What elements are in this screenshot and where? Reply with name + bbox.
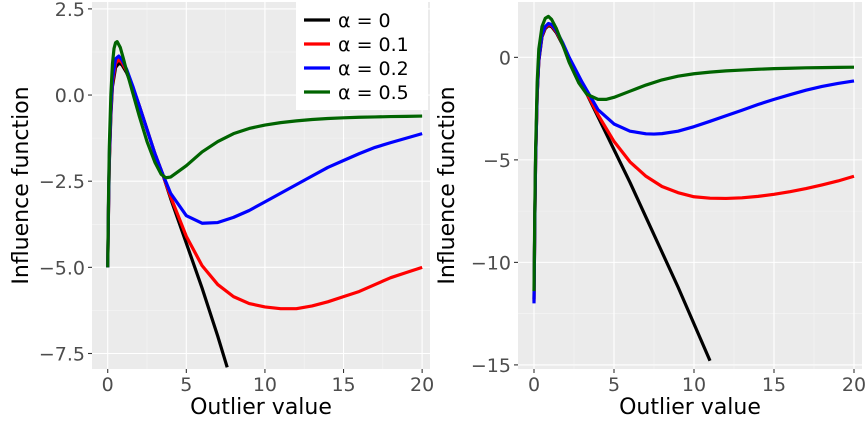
y-tick-label: 0.0 <box>55 85 85 107</box>
y-tick-label: −10 <box>471 252 511 274</box>
x-tick-label: 15 <box>762 374 786 396</box>
series-line-3 <box>532 14 855 292</box>
legend-label-3: α = 0.5 <box>338 82 409 104</box>
x-tick-label: 5 <box>608 374 620 396</box>
series-line-2 <box>106 54 423 268</box>
x-tick-label: 20 <box>842 374 865 396</box>
series-line-3 <box>106 40 423 268</box>
y-tick-label: −7.5 <box>39 343 85 365</box>
gridlines <box>518 2 862 369</box>
x-tick-label: 0 <box>102 374 114 396</box>
y-axis-title: Influence function <box>435 86 460 284</box>
y-tick-label: −5 <box>483 150 511 172</box>
x-tick-label: 20 <box>410 374 434 396</box>
legend: α = 0α = 0.1α = 0.2α = 0.5 <box>296 2 428 110</box>
x-tick-label: 10 <box>253 374 277 396</box>
panel-2: 0 −5 −10 −15 0 5 10 15 20 Outlier value Influence … <box>435 2 865 420</box>
y-axis-title: Influence function <box>9 86 34 284</box>
y-tick-label: 0 <box>499 47 511 69</box>
x-axis-title: Outlier value <box>190 395 332 420</box>
legend-label-2: α = 0.2 <box>338 58 409 80</box>
plot-background <box>518 2 862 369</box>
legend-label-1: α = 0.1 <box>338 34 409 56</box>
legend-label-0: α = 0 <box>338 10 391 32</box>
x-tick-label: 0 <box>528 374 540 396</box>
y-tick-label: −2.5 <box>39 171 85 193</box>
x-axis-title: Outlier value <box>619 395 761 420</box>
x-tick-label: 15 <box>331 374 355 396</box>
series-lines <box>532 14 855 362</box>
y-tick-label: 2.5 <box>55 0 85 21</box>
x-tick-label: 5 <box>180 374 192 396</box>
panel-1: 2.5 0.0 −2.5 −5.0 −7.5 0 5 10 15 20 Outlier value I… <box>9 0 434 420</box>
y-tick-label: −5.0 <box>39 257 85 279</box>
y-tick-label: −15 <box>471 355 511 377</box>
x-tick-label: 10 <box>682 374 706 396</box>
series-lines <box>106 40 423 368</box>
